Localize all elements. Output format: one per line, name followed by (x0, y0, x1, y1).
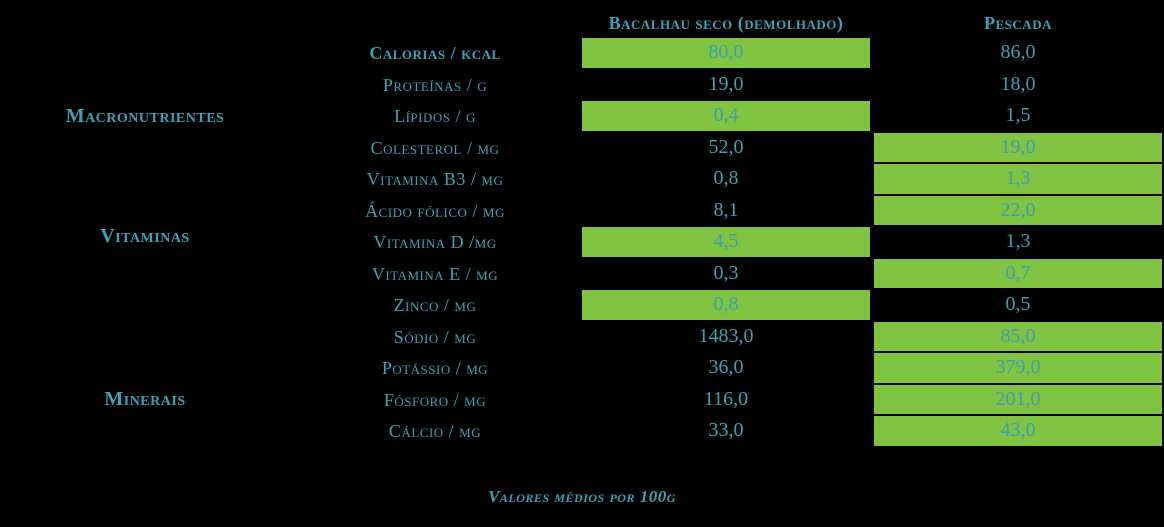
category-cell (0, 133, 290, 165)
nutrient-label: Lípidos / g (290, 101, 580, 133)
value-pescada: 43,0 (872, 416, 1164, 448)
nutrient-label: Vitamina D /mg (290, 227, 580, 259)
table-row: Vitamina B3 / mg0,81,3 (0, 164, 1164, 196)
table-row: Colesterol / mg52,019,0 (0, 133, 1164, 165)
value-bacalhau: 4,5 (580, 227, 872, 259)
category-cell (0, 290, 290, 322)
nutrient-label: Vitamina B3 / mg (290, 164, 580, 196)
value-pescada: 201,0 (872, 385, 1164, 417)
table-row: Potássio / mg36,0379,0 (0, 353, 1164, 385)
value-pescada: 1,3 (872, 164, 1164, 196)
nutrient-label: Fósforo / mg (290, 385, 580, 417)
category-cell (0, 196, 290, 228)
category-cell (0, 38, 290, 70)
value-pescada: 0,5 (872, 290, 1164, 322)
value-bacalhau: 1483,0 (580, 322, 872, 354)
table-row: Ácido fólico / mg8,122,0 (0, 196, 1164, 228)
value-pescada: 85,0 (872, 322, 1164, 354)
value-bacalhau: 80,0 (580, 38, 872, 70)
table-row: Zinco / mg0,80,5 (0, 290, 1164, 322)
value-bacalhau: 0,4 (580, 101, 872, 133)
category-cell (0, 353, 290, 385)
value-bacalhau: 0,8 (580, 290, 872, 322)
header-col-2: Pescada (872, 8, 1164, 38)
category-cell (0, 164, 290, 196)
nutrient-label: Cálcio / mg (290, 416, 580, 448)
nutrient-label: Vitamina E / mg (290, 259, 580, 291)
value-pescada: 18,0 (872, 70, 1164, 102)
value-bacalhau: 33,0 (580, 416, 872, 448)
value-pescada: 1,3 (872, 227, 1164, 259)
category-vitaminas: Vitaminas (0, 225, 290, 248)
value-bacalhau: 19,0 (580, 70, 872, 102)
header-row: Bacalhau seco (demolhado) Pescada (0, 8, 1164, 38)
nutrient-label: Zinco / mg (290, 290, 580, 322)
category-cell (0, 322, 290, 354)
category-minerais: Minerais (0, 388, 290, 411)
nutrient-label: Sódio / mg (290, 322, 580, 354)
value-bacalhau: 0,8 (580, 164, 872, 196)
nutrient-label: Colesterol / mg (290, 133, 580, 165)
category-cell (0, 259, 290, 291)
table-row: Sódio / mg1483,085,0 (0, 322, 1164, 354)
value-bacalhau: 36,0 (580, 353, 872, 385)
value-pescada: 379,0 (872, 353, 1164, 385)
value-pescada: 0,7 (872, 259, 1164, 291)
table-row: Cálcio / mg33,043,0 (0, 416, 1164, 448)
value-pescada: 22,0 (872, 196, 1164, 228)
category-cell (0, 70, 290, 102)
value-pescada: 19,0 (872, 133, 1164, 165)
table-row: Calorias / kcal80,086,0 (0, 38, 1164, 70)
category-cell (0, 416, 290, 448)
table-row: Proteínas / g19,018,0 (0, 70, 1164, 102)
value-bacalhau: 0,3 (580, 259, 872, 291)
footer-note: Valores médios por 100g (0, 487, 1164, 507)
nutrient-label: Potássio / mg (290, 353, 580, 385)
value-bacalhau: 116,0 (580, 385, 872, 417)
category-macronutrientes: Macronutrientes (0, 105, 290, 128)
nutrient-label: Calorias / kcal (290, 38, 580, 70)
value-pescada: 1,5 (872, 101, 1164, 133)
table-row: Vitamina E / mg0,30,7 (0, 259, 1164, 291)
header-spacer-2 (290, 8, 580, 38)
value-bacalhau: 52,0 (580, 133, 872, 165)
header-spacer-1 (0, 8, 290, 38)
value-pescada: 86,0 (872, 38, 1164, 70)
header-col-1: Bacalhau seco (demolhado) (580, 8, 872, 38)
nutrient-label: Ácido fólico / mg (290, 196, 580, 228)
value-bacalhau: 8,1 (580, 196, 872, 228)
nutrient-label: Proteínas / g (290, 70, 580, 102)
